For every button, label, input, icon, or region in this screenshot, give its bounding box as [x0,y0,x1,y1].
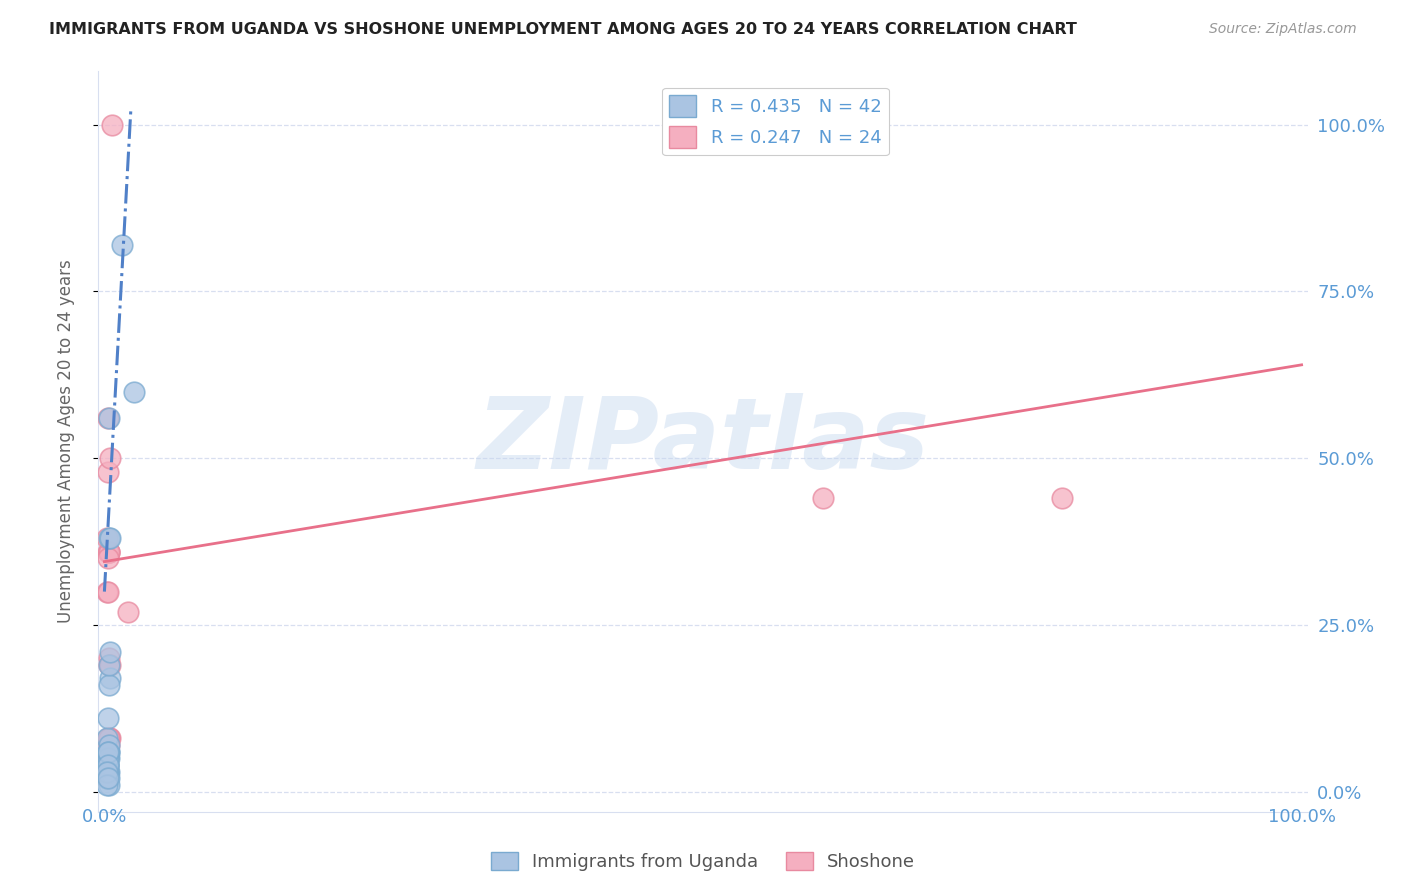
Point [100,645,122,659]
Point [96,584,118,599]
Point [117,605,139,619]
Point [98,745,121,759]
Point [97,772,120,786]
Point [100,118,122,132]
Point [97,745,120,759]
Point [97,731,120,746]
Point [98,657,121,672]
Point [100,531,122,545]
Point [98,738,121,752]
Point [98,544,121,558]
Point [98,411,121,425]
Point [97,751,120,765]
Point [96,772,118,786]
Point [98,678,121,692]
Point [100,451,122,466]
Point [98,544,121,558]
Y-axis label: Unemployment Among Ages 20 to 24 years: Unemployment Among Ages 20 to 24 years [56,260,75,624]
Point [96,772,118,786]
Point [97,544,120,558]
Legend: R = 0.435   N = 42, R = 0.247   N = 24: R = 0.435 N = 42, R = 0.247 N = 24 [662,87,889,155]
Point [96,731,118,746]
Text: ZIPatlas: ZIPatlas [477,393,929,490]
Point [97,758,120,772]
Point [98,651,121,665]
Point [98,738,121,752]
Point [96,764,118,779]
Point [98,778,121,792]
Point [97,751,120,765]
Point [111,237,134,252]
Point [98,731,121,746]
Point [96,751,118,765]
Point [96,772,118,786]
Point [124,384,146,399]
Point [97,764,120,779]
Point [96,778,118,792]
Point [97,758,120,772]
Point [96,772,118,786]
Point [97,764,120,779]
Point [98,731,121,746]
Point [97,584,120,599]
Point [100,671,122,685]
Text: Source: ZipAtlas.com: Source: ZipAtlas.com [1209,22,1357,37]
Point [97,745,120,759]
Point [97,764,120,779]
Point [100,731,122,746]
Point [811,491,834,506]
Point [100,657,122,672]
Point [96,764,118,779]
Point [98,751,121,765]
Point [96,531,118,545]
Text: IMMIGRANTS FROM UGANDA VS SHOSHONE UNEMPLOYMENT AMONG AGES 20 TO 24 YEARS CORREL: IMMIGRANTS FROM UGANDA VS SHOSHONE UNEMP… [49,22,1077,37]
Point [97,411,120,425]
Point [98,772,121,786]
Text: 100.0%: 100.0% [1268,808,1336,826]
Point [98,531,121,545]
Point [98,764,121,779]
Point [96,764,118,779]
Point [1050,491,1073,506]
Point [96,772,118,786]
Point [97,758,120,772]
Point [98,745,121,759]
Point [97,465,120,479]
Legend: Immigrants from Uganda, Shoshone: Immigrants from Uganda, Shoshone [484,845,922,879]
Point [97,751,120,765]
Point [97,758,120,772]
Point [97,745,120,759]
Point [98,657,121,672]
Point [97,551,120,566]
Point [97,711,120,725]
Point [98,544,121,558]
Point [96,764,118,779]
Text: 0.0%: 0.0% [82,808,127,826]
